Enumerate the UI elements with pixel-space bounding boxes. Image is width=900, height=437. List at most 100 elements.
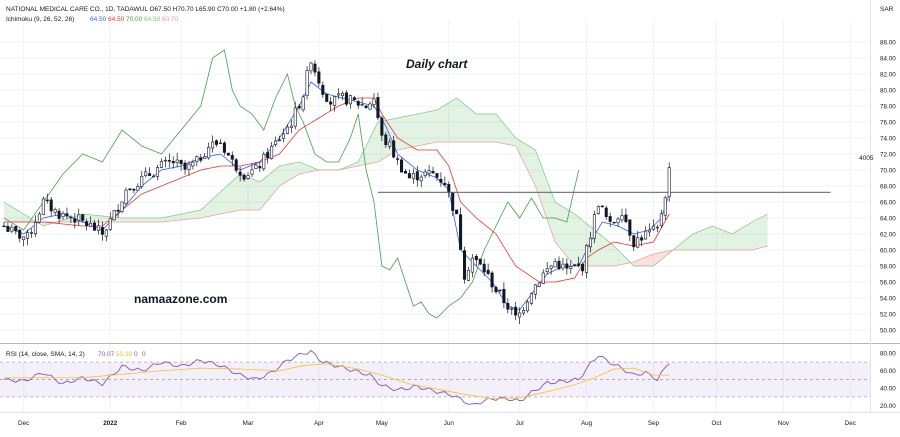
candle-body: [427, 170, 431, 174]
candle: [2, 221, 6, 228]
candle-body: [612, 222, 616, 224]
candle: [588, 232, 593, 253]
candle: [368, 101, 372, 110]
candle-body: [545, 268, 549, 272]
candle-body: [486, 269, 490, 274]
candle: [92, 219, 97, 231]
candle: [10, 224, 14, 234]
candle: [561, 257, 565, 271]
candle: [364, 104, 368, 109]
candle: [179, 159, 183, 171]
price-tick-label: 50.00: [880, 327, 896, 334]
candle-body: [384, 134, 388, 146]
candle: [352, 95, 356, 101]
candle-body: [96, 225, 100, 231]
candle: [372, 93, 376, 108]
candle-body: [53, 208, 57, 213]
candle-body: [203, 156, 207, 159]
ichimoku-value: 70.00: [126, 16, 143, 23]
candle: [266, 147, 270, 164]
ichimoku-value: 60.70: [162, 16, 179, 23]
candle-body: [112, 210, 116, 221]
candle: [581, 262, 585, 276]
candle-body: [340, 93, 345, 97]
candle: [498, 289, 502, 293]
candle: [451, 192, 455, 216]
time-tick-label: Jul: [516, 420, 524, 427]
candle: [396, 155, 400, 165]
candle-body: [132, 188, 136, 191]
candle-body: [533, 284, 537, 295]
rsi-pane: [0, 349, 870, 405]
candle: [565, 258, 569, 275]
candle: [337, 88, 341, 100]
candle-body: [462, 250, 467, 280]
candle-body: [281, 133, 285, 139]
candle: [285, 124, 289, 135]
candle: [466, 266, 470, 281]
candle-body: [313, 63, 317, 73]
candle-body: [297, 106, 301, 109]
candle-body: [415, 171, 419, 181]
price-tick-label: 82.00: [880, 71, 896, 78]
candle: [407, 169, 411, 179]
candle-body: [419, 176, 423, 182]
candle: [175, 152, 179, 168]
candle: [415, 165, 419, 187]
candle-body: [128, 188, 132, 191]
candle: [167, 153, 171, 168]
candle: [29, 228, 34, 238]
candle: [73, 213, 77, 229]
candle: [632, 234, 636, 252]
candle: [140, 171, 144, 190]
candle-body: [651, 225, 655, 230]
candle: [199, 153, 203, 163]
rsi-legend: RSI (14, close, SMA, 14, 2) 70.07 55.38 …: [6, 351, 146, 358]
ichimoku-value: 64.50: [144, 16, 161, 23]
candle-body: [305, 70, 309, 96]
symbol-title: NATIONAL MEDICAL CARE CO., 1D, TADAWUL O…: [6, 6, 285, 13]
candle-body: [325, 93, 329, 102]
candle: [490, 270, 494, 293]
candle-body: [140, 176, 144, 187]
candle: [262, 151, 266, 172]
candle: [289, 119, 293, 133]
candle-body: [400, 159, 404, 173]
candle-body: [234, 159, 238, 171]
price-tick-label: 60.00: [880, 247, 896, 254]
candle: [537, 281, 541, 288]
candle-body: [262, 153, 266, 170]
time-tick-label: Apr: [314, 420, 324, 427]
candle-body: [270, 146, 274, 160]
candle-body: [258, 166, 262, 169]
candle-body: [474, 255, 478, 261]
candle: [104, 228, 108, 242]
price-tick-label: 54.00: [880, 295, 896, 302]
candle-body: [466, 269, 470, 281]
candle: [305, 66, 309, 100]
candle: [636, 231, 640, 249]
candle-body: [604, 207, 608, 217]
candle: [644, 226, 648, 240]
candle-body: [207, 146, 211, 159]
candle-body: [222, 142, 226, 153]
candlestick-series[interactable]: [2, 60, 671, 325]
candle: [411, 168, 415, 184]
candle-body: [215, 140, 219, 145]
candle-body: [592, 214, 596, 239]
candle-body: [238, 171, 242, 176]
candle: [281, 128, 285, 143]
candle-body: [148, 173, 152, 176]
candle: [506, 298, 510, 314]
candle-body: [577, 263, 581, 266]
candle-body: [85, 221, 89, 226]
candle-body: [41, 198, 45, 215]
candle: [541, 269, 545, 285]
candle: [69, 215, 73, 224]
cloud-segment: [633, 250, 674, 266]
candle: [663, 195, 667, 220]
time-tick-label: Sep: [648, 420, 660, 427]
candle-body: [155, 167, 160, 177]
price-tick-label: 78.00: [880, 103, 896, 110]
candle-body: [10, 226, 14, 232]
